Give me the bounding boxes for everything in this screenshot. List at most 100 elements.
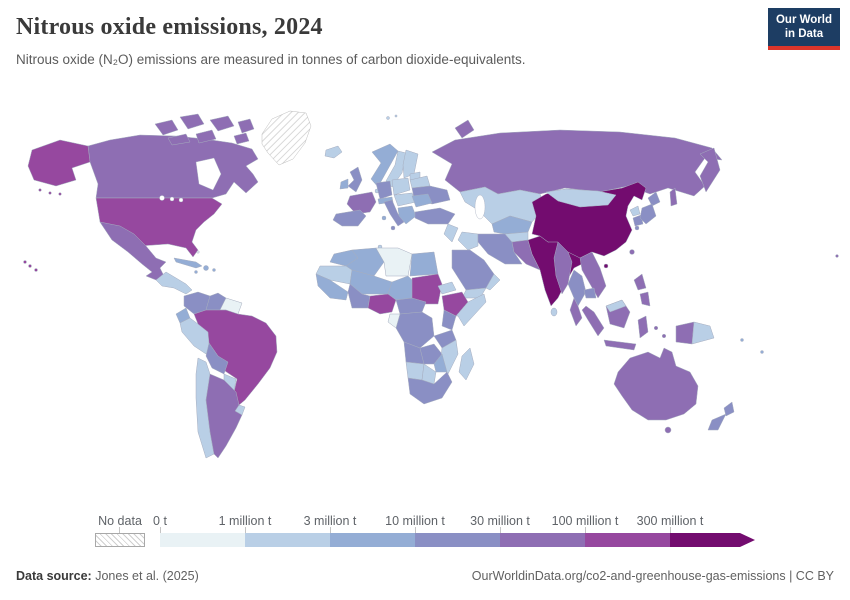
country-spain[interactable] — [332, 209, 367, 227]
edge-speck[interactable] — [835, 254, 839, 258]
country-russia-kamchatka[interactable] — [699, 147, 721, 193]
country-jamaica[interactable] — [194, 270, 198, 274]
country-namibia[interactable] — [405, 361, 425, 381]
country-oman[interactable] — [485, 273, 501, 291]
country-canada-island[interactable] — [233, 132, 250, 145]
country-iceland[interactable] — [324, 145, 343, 159]
legend-segment-3[interactable] — [415, 533, 500, 547]
country-zambia[interactable] — [419, 343, 443, 365]
island-sicily[interactable] — [390, 225, 396, 231]
aleutian-island[interactable] — [48, 191, 52, 195]
country-solomon-islands[interactable] — [740, 338, 744, 342]
country-sri-lanka[interactable] — [550, 307, 558, 317]
region-vanuatu-fiji[interactable] — [760, 350, 764, 354]
country-finland[interactable] — [402, 149, 419, 179]
island-moluccas[interactable] — [661, 333, 667, 339]
legend-segment-5[interactable] — [585, 533, 670, 547]
country-new-zealand[interactable] — [723, 401, 735, 417]
country-malaysia[interactable] — [569, 297, 583, 327]
country-germany[interactable] — [375, 180, 393, 200]
island-tasmania[interactable] — [664, 426, 672, 434]
island-svalbard[interactable] — [394, 114, 398, 118]
country-taiwan[interactable] — [629, 249, 635, 255]
region-senegal-guinea[interactable] — [315, 273, 349, 301]
country-bahamas[interactable] — [196, 250, 200, 254]
island-sulawesi[interactable] — [637, 315, 649, 339]
country-canada-island[interactable] — [179, 113, 205, 130]
country-saudi-arabia[interactable] — [451, 249, 495, 291]
country-japan[interactable] — [647, 191, 661, 207]
owid-logo[interactable]: Our World in Data — [767, 8, 840, 50]
island-west-new-guinea[interactable] — [675, 321, 695, 345]
region-gabon-congo[interactable] — [387, 313, 401, 329]
country-iraq[interactable] — [457, 231, 479, 251]
island-moluccas[interactable] — [653, 325, 659, 331]
island-hispaniola[interactable] — [203, 265, 209, 271]
region-balkans[interactable] — [397, 205, 417, 225]
country-turkey[interactable] — [414, 207, 456, 225]
legend-segment-2[interactable] — [330, 533, 415, 547]
country-egypt[interactable] — [409, 251, 439, 277]
country-canada-island[interactable] — [195, 129, 217, 144]
island-hainan[interactable] — [603, 263, 609, 269]
aleutian-island[interactable] — [38, 188, 42, 192]
legend-segment-1[interactable] — [245, 533, 330, 547]
region-central-america[interactable] — [155, 271, 193, 295]
country-canada-island[interactable] — [237, 118, 255, 134]
country-romania[interactable] — [411, 193, 433, 208]
country-cambodia[interactable] — [583, 287, 597, 299]
region-vietnam-laos[interactable] — [579, 251, 607, 299]
legend-segment-4[interactable] — [500, 533, 585, 547]
country-papua-new-guinea[interactable] — [691, 321, 715, 345]
country-uk[interactable] — [347, 166, 363, 193]
country-canada-island[interactable] — [167, 133, 191, 146]
country-nigeria[interactable] — [367, 293, 397, 315]
country-russia[interactable] — [431, 129, 723, 197]
country-argentina[interactable] — [205, 373, 243, 459]
country-myanmar[interactable] — [553, 241, 573, 295]
region-cameroon-car[interactable] — [395, 297, 427, 315]
island-puerto-rico[interactable] — [212, 268, 216, 272]
region-czech-hungary[interactable] — [393, 192, 417, 207]
island-svalbard[interactable] — [386, 116, 390, 120]
country-canada-island[interactable] — [154, 119, 179, 136]
island-java[interactable] — [603, 339, 637, 351]
country-ireland[interactable] — [339, 178, 349, 190]
country-north-korea[interactable] — [629, 205, 641, 217]
country-russia-sakhalin[interactable] — [669, 187, 678, 207]
region-north-borneo[interactable] — [605, 299, 627, 313]
country-drc[interactable] — [395, 311, 435, 349]
country-russia-novaya-zemlya[interactable] — [454, 119, 475, 139]
country-chad[interactable] — [387, 275, 415, 301]
country-usa-hawaii[interactable] — [28, 264, 32, 268]
legend-segment-0[interactable] — [160, 533, 245, 547]
country-usa-hawaii[interactable] — [34, 268, 38, 272]
country-norway[interactable] — [370, 143, 399, 188]
country-new-zealand[interactable] — [707, 413, 727, 431]
country-france[interactable] — [346, 191, 377, 215]
country-usa-alaska[interactable] — [27, 139, 91, 187]
legend-segment-6[interactable] — [670, 533, 740, 547]
country-mongolia[interactable] — [545, 188, 617, 208]
country-philippines[interactable] — [633, 273, 647, 291]
country-poland[interactable] — [391, 177, 411, 196]
country-australia[interactable] — [613, 347, 699, 421]
country-south-africa[interactable] — [407, 371, 453, 405]
country-cuba[interactable] — [173, 257, 203, 269]
country-usa-hawaii[interactable] — [23, 260, 27, 264]
country-canada-island[interactable] — [209, 115, 235, 132]
footer-license[interactable]: CC BY — [795, 569, 834, 583]
country-eritrea[interactable] — [437, 281, 457, 295]
country-madagascar[interactable] — [458, 347, 475, 381]
footer-url[interactable]: OurWorldinData.org/co2-and-greenhouse-ga… — [471, 569, 786, 583]
legend-no-data-swatch[interactable] — [95, 533, 145, 547]
country-japan[interactable] — [639, 203, 657, 225]
island-sardinia[interactable] — [381, 215, 387, 221]
country-philippines[interactable] — [639, 291, 651, 307]
island-sumatra[interactable] — [581, 305, 605, 337]
country-thailand[interactable] — [567, 269, 587, 307]
country-syria[interactable] — [443, 223, 459, 243]
country-greenland[interactable] — [261, 110, 312, 166]
aleutian-island[interactable] — [58, 192, 62, 196]
country-japan[interactable] — [634, 225, 640, 231]
